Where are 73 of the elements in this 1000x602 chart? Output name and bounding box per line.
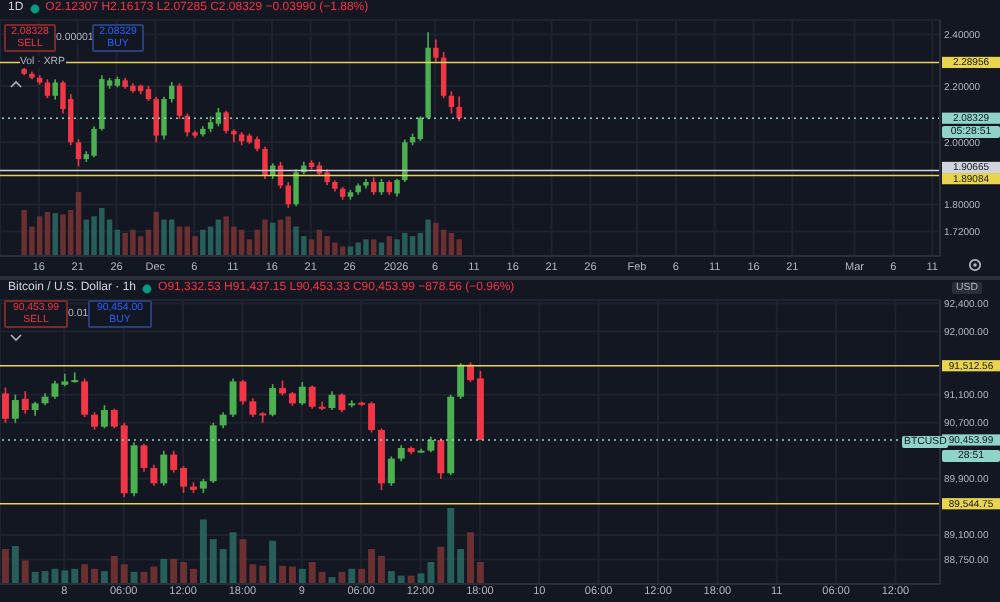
candlestick bbox=[21, 390, 29, 415]
bar bbox=[394, 239, 400, 256]
bar bbox=[11, 546, 19, 584]
bar bbox=[75, 192, 82, 256]
bar bbox=[44, 211, 51, 256]
bar bbox=[21, 209, 27, 256]
bar bbox=[200, 229, 206, 256]
candlestick bbox=[348, 399, 356, 409]
bar bbox=[324, 236, 330, 256]
bar bbox=[332, 242, 338, 256]
bar bbox=[285, 216, 291, 256]
bar bbox=[122, 232, 128, 256]
candlestick bbox=[457, 362, 465, 400]
candlestick bbox=[298, 381, 306, 406]
candlestick bbox=[229, 377, 237, 418]
candlestick bbox=[269, 383, 277, 418]
candlestick bbox=[150, 463, 158, 487]
bar bbox=[36, 216, 43, 256]
candlestick bbox=[130, 441, 138, 498]
bar bbox=[100, 571, 108, 584]
candlestick bbox=[338, 392, 346, 413]
candlestick bbox=[437, 437, 445, 480]
bar bbox=[402, 232, 408, 256]
candlestick bbox=[44, 78, 51, 100]
candlestick bbox=[318, 400, 326, 411]
candlestick bbox=[448, 90, 455, 115]
bar bbox=[338, 571, 346, 584]
candlestick bbox=[293, 168, 299, 208]
bar bbox=[223, 216, 229, 256]
bar bbox=[298, 568, 306, 584]
bar bbox=[348, 568, 356, 584]
bar bbox=[262, 219, 268, 256]
bar bbox=[437, 546, 445, 584]
candlestick bbox=[456, 95, 462, 122]
candlestick bbox=[417, 115, 424, 142]
candlestick bbox=[81, 377, 89, 418]
bar bbox=[433, 222, 439, 256]
candlestick bbox=[75, 138, 82, 168]
candlestick bbox=[176, 82, 183, 120]
candlestick bbox=[308, 384, 316, 410]
bar bbox=[355, 242, 361, 256]
bar bbox=[91, 216, 97, 256]
candlestick bbox=[91, 125, 97, 159]
candlestick bbox=[153, 96, 159, 144]
bar bbox=[60, 214, 66, 256]
bar bbox=[160, 558, 168, 584]
candlestick bbox=[231, 128, 237, 144]
candlestick bbox=[433, 38, 439, 64]
bar bbox=[363, 239, 369, 256]
candlestick bbox=[161, 96, 167, 141]
bar bbox=[21, 560, 29, 584]
candlestick bbox=[223, 109, 229, 135]
candlestick bbox=[160, 449, 168, 487]
bar bbox=[456, 239, 462, 256]
candlestick bbox=[387, 455, 395, 487]
candlestick bbox=[402, 138, 408, 183]
candlestick bbox=[262, 145, 268, 180]
bar bbox=[269, 540, 277, 584]
bar bbox=[52, 213, 58, 256]
bar bbox=[130, 571, 138, 584]
bar bbox=[161, 219, 167, 256]
candlestick bbox=[52, 78, 58, 101]
candlestick bbox=[2, 386, 9, 424]
candlestick bbox=[100, 404, 108, 430]
bar bbox=[293, 226, 299, 256]
candlestick bbox=[239, 379, 247, 406]
bar bbox=[425, 219, 431, 256]
candlestick bbox=[11, 393, 19, 424]
bar bbox=[130, 229, 136, 256]
bar bbox=[2, 549, 9, 584]
bar bbox=[153, 211, 159, 256]
bar bbox=[99, 208, 105, 256]
candlestick bbox=[169, 81, 175, 104]
